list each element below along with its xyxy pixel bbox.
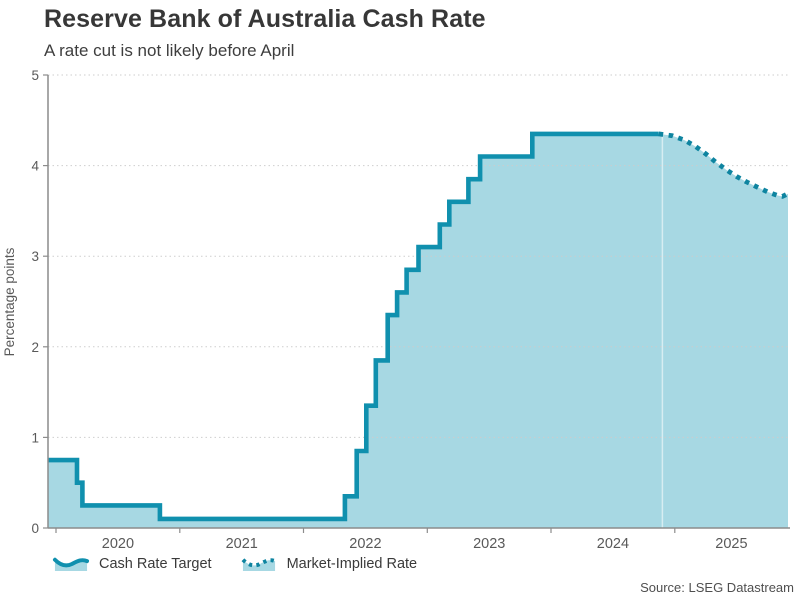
- legend-item-cash-rate-target: Cash Rate Target: [52, 555, 212, 572]
- solid-line-swatch-icon: [52, 557, 90, 572]
- y-tick-label: 1: [31, 430, 39, 445]
- x-tick-label: 2025: [715, 536, 747, 552]
- y-tick-label: 2: [31, 340, 39, 355]
- y-tick-label: 5: [31, 68, 39, 83]
- cash-rate-target-line: [48, 131, 659, 522]
- y-tick-label: 0: [31, 521, 39, 536]
- x-tick-label: 2023: [473, 536, 505, 552]
- source-attribution: Source: LSEG Datastream: [640, 580, 794, 595]
- market-implied-rate-line: [658, 131, 790, 199]
- chart-title: Reserve Bank of Australia Cash Rate: [44, 5, 486, 33]
- x-tick-label: 2020: [102, 536, 134, 552]
- y-axis-title: Percentage points: [2, 247, 17, 356]
- y-tick-label: 3: [31, 249, 39, 264]
- y-tick-label: 4: [31, 159, 39, 174]
- legend-label-market-implied-rate: Market-Implied Rate: [286, 555, 418, 572]
- chart-header: Reserve Bank of Australia Cash Rate A ra…: [44, 5, 486, 61]
- x-tick-label: 2021: [226, 536, 258, 552]
- legend-label-cash-rate-target: Cash Rate Target: [99, 555, 212, 572]
- x-tick-label: 2024: [597, 536, 629, 552]
- chart-subtitle: A rate cut is not likely before April: [44, 41, 295, 60]
- area-fill: [48, 133, 788, 528]
- legend-item-market-implied-rate: Market-Implied Rate: [240, 555, 418, 572]
- chart-legend: Cash Rate Target Market-Implied Rate: [52, 555, 417, 572]
- x-tick-label: 2022: [349, 536, 381, 552]
- dotted-line-swatch-icon: [241, 558, 276, 572]
